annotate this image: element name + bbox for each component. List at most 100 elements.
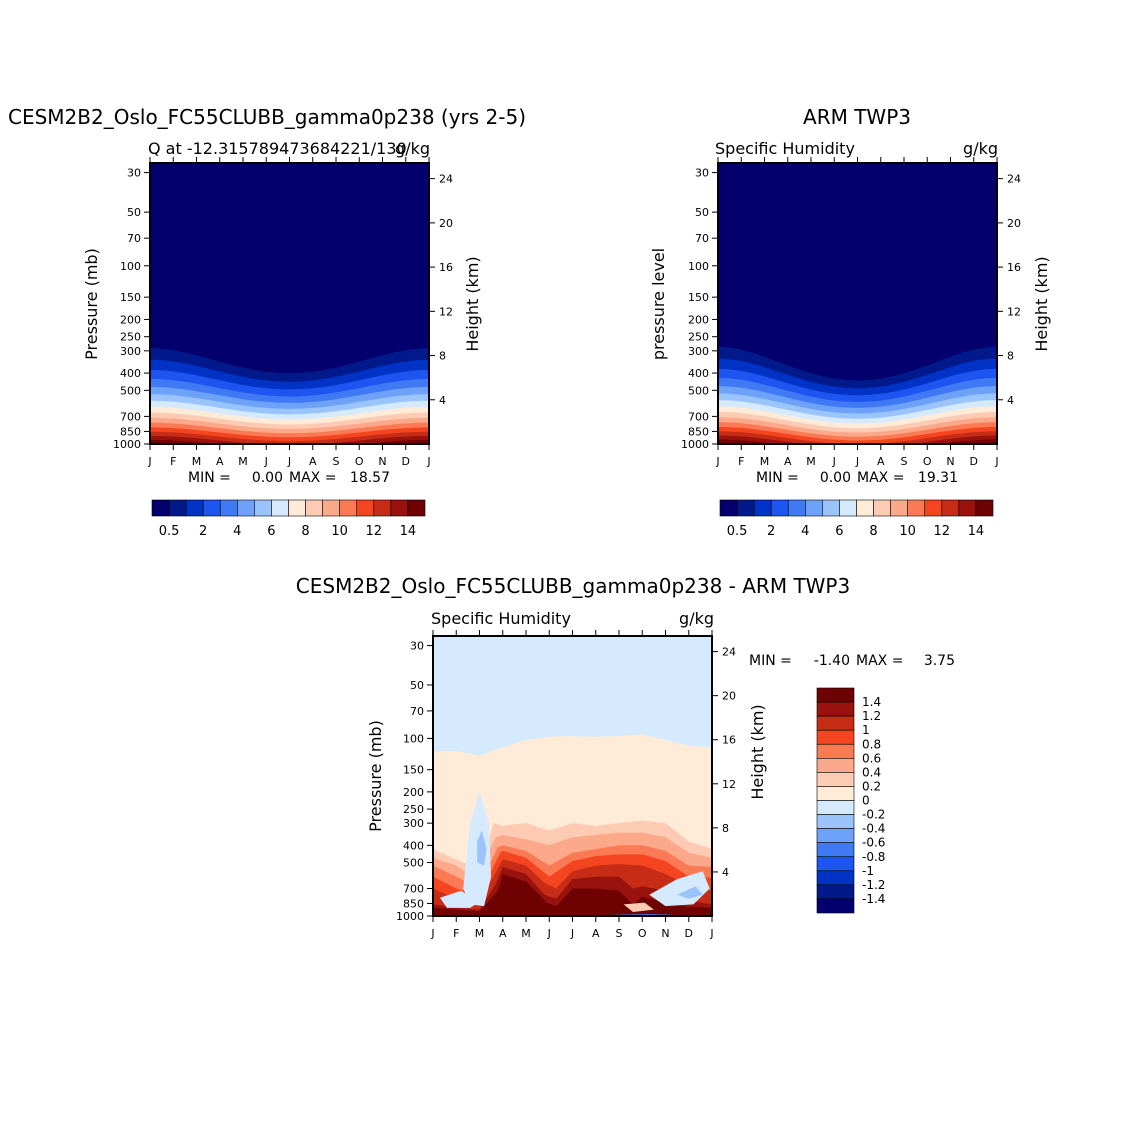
x-tick-label: J <box>709 927 713 940</box>
colorbar-swatch <box>975 499 994 517</box>
y-right-tick-label: 16 <box>439 261 453 274</box>
x-tick-label: J <box>855 455 859 468</box>
panel-title: CESM2B2_Oslo_FC55CLUBB_gamma0p238 - ARM … <box>296 574 850 598</box>
colorbar-label: 8 <box>869 524 877 539</box>
min-label: MIN = <box>756 470 799 486</box>
y-right-tick-label: 16 <box>722 734 736 747</box>
contour-band <box>677 886 703 899</box>
colorbar-swatch <box>151 499 170 517</box>
min-value: -1.40 <box>814 653 850 669</box>
x-tick-label: J <box>264 455 268 468</box>
min-max-readout: MIN = 0.00 MAX = 18.57 <box>188 470 390 486</box>
colorbar-swatch <box>202 499 221 517</box>
colorbar-label: -1.4 <box>862 892 885 906</box>
x-tick-label: D <box>970 455 978 468</box>
y-tick-label: 200 <box>403 786 424 799</box>
colorbar-label: -0.6 <box>862 836 885 850</box>
y-right-tick-label: 20 <box>1007 217 1021 230</box>
y-right-tick-label: 12 <box>722 778 736 791</box>
max-label: MAX = <box>857 470 904 486</box>
colorbar: 1.41.210.80.60.40.20-0.2-0.4-0.6-0.8-1-1… <box>816 687 885 914</box>
x-tick-label: F <box>170 455 176 468</box>
colorbar-swatch <box>185 499 204 517</box>
contour-band <box>440 890 480 908</box>
x-tick-label: J <box>994 455 998 468</box>
x-tick-label: J <box>832 455 836 468</box>
min-max-readout: MIN = -1.40 MAX = 3.75 <box>749 653 955 669</box>
y-tick-label: 150 <box>688 291 709 304</box>
x-tick-label: S <box>616 927 623 940</box>
x-tick-label: M <box>238 455 248 468</box>
colorbar-label: 10 <box>899 524 916 539</box>
y-tick-label: 70 <box>695 232 709 245</box>
colorbar-label: -1 <box>862 864 874 878</box>
colorbar-label: 1 <box>862 723 870 737</box>
panel-subtitle-left: Specific Humidity <box>715 139 855 158</box>
x-tick-label: J <box>147 455 151 468</box>
colorbar-swatch <box>407 499 426 517</box>
colorbar-label: 2 <box>199 524 207 539</box>
colorbar: 0.5 2 4 6 8 10 12 14 <box>719 499 994 539</box>
y-right-tick-label: 4 <box>1007 394 1014 407</box>
y-tick-label: 150 <box>120 291 141 304</box>
y-right-tick-label: 12 <box>1007 305 1021 318</box>
colorbar-swatch <box>168 499 187 517</box>
colorbar-swatch <box>941 499 960 517</box>
y-tick-label: 50 <box>695 206 709 219</box>
y-tick-label: 50 <box>410 679 424 692</box>
x-tick-label: F <box>738 455 744 468</box>
min-value: 0.00 <box>252 470 283 486</box>
x-tick-label: N <box>946 455 954 468</box>
colorbar-swatch <box>873 499 891 517</box>
colorbar-swatch <box>322 499 340 517</box>
colorbar-label: 10 <box>331 524 348 539</box>
colorbar-label: 14 <box>400 524 417 539</box>
colorbar-swatch <box>288 499 306 517</box>
panel-difference: CESM2B2_Oslo_FC55CLUBB_gamma0p238 - ARM … <box>296 574 955 940</box>
min-max-readout: MIN = 0.00 MAX = 19.31 <box>756 470 958 486</box>
x-tick-label: M <box>521 927 531 940</box>
y-right-tick-label: 12 <box>439 305 453 318</box>
contour-band <box>649 871 710 907</box>
y-axis-right-label: Height (km) <box>748 704 767 799</box>
y-right-tick-label: 4 <box>722 866 729 879</box>
y-tick-label: 250 <box>403 803 424 816</box>
colorbar-label: 1.2 <box>862 709 881 723</box>
y-tick-label: 300 <box>688 345 709 358</box>
panel-subtitle-left: Specific Humidity <box>431 609 571 628</box>
y-tick-label: 100 <box>688 260 709 273</box>
y-tick-label: 400 <box>403 839 424 852</box>
colorbar-label: 4 <box>233 524 241 539</box>
colorbar-label: 0.8 <box>862 737 881 751</box>
y-tick-label: 250 <box>688 331 709 344</box>
colorbar-swatch <box>816 870 855 886</box>
x-tick-label: A <box>499 927 507 940</box>
x-tick-label: J <box>426 455 430 468</box>
contour-field <box>433 636 712 916</box>
x-tick-label: J <box>287 455 291 468</box>
x-tick-label: A <box>309 455 317 468</box>
contour-band <box>150 435 429 444</box>
colorbar-swatch <box>254 499 272 517</box>
colorbar-swatch <box>816 842 855 858</box>
y-tick-label: 700 <box>688 410 709 423</box>
panel-title: ARM TWP3 <box>803 105 911 129</box>
y-right-tick-label: 8 <box>722 822 729 835</box>
colorbar-swatch <box>816 856 855 872</box>
colorbar-swatch <box>816 898 855 914</box>
colorbar-label: 1.4 <box>862 695 881 709</box>
colorbar-swatch <box>770 499 789 517</box>
y-tick-label: 700 <box>120 410 141 423</box>
y-tick-label: 850 <box>688 425 709 438</box>
x-tick-label: J <box>715 455 719 468</box>
colorbar-swatch <box>305 499 323 517</box>
x-tick-label: M <box>806 455 816 468</box>
y-tick-label: 30 <box>127 167 141 180</box>
colorbar-swatch <box>271 499 289 517</box>
colorbar-swatch <box>816 884 855 900</box>
colorbar-swatch <box>816 715 855 731</box>
colorbar-swatch <box>816 800 855 815</box>
